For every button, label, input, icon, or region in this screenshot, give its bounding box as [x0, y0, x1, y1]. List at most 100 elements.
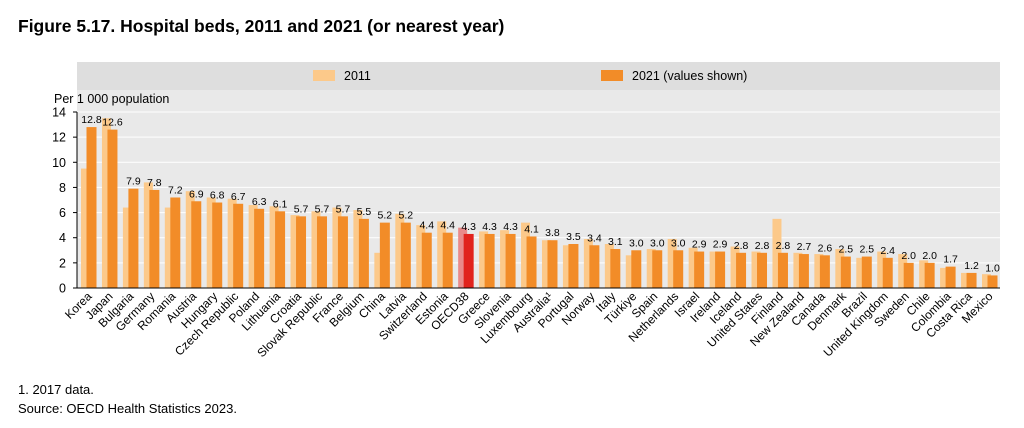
data-label: 5.7 — [336, 203, 351, 215]
bar-2021 — [673, 250, 684, 288]
bar-2021 — [191, 201, 202, 288]
data-label: 4.3 — [482, 221, 497, 233]
data-label: 7.2 — [168, 184, 183, 196]
data-label: 3.0 — [650, 237, 665, 249]
data-label: 6.7 — [231, 191, 246, 203]
bar-2011 — [835, 249, 845, 288]
data-label: 3.4 — [587, 232, 602, 244]
y-axis-label: Per 1 000 population — [54, 92, 169, 106]
legend-label-1: 2021 (values shown) — [632, 69, 747, 83]
data-label: 5.2 — [378, 210, 393, 222]
y-tick-label: 12 — [52, 131, 66, 145]
bar-2021 — [296, 216, 307, 288]
data-label: 12.8 — [81, 114, 102, 126]
bar-2021 — [358, 218, 369, 288]
data-label: 1.0 — [985, 262, 1000, 274]
bar-2011 — [604, 244, 614, 288]
bar-2011 — [541, 240, 551, 288]
bar-2011 — [877, 251, 887, 288]
bar-2011 — [437, 221, 447, 288]
bar-2011 — [122, 207, 132, 288]
data-label: 4.1 — [524, 223, 539, 235]
legend-swatch-0 — [313, 70, 335, 81]
bar-2021 — [463, 233, 474, 288]
bar-2021 — [86, 127, 97, 288]
data-label: 2.9 — [692, 239, 707, 251]
legend-swatch-1 — [601, 70, 623, 81]
bar-2011 — [583, 238, 593, 288]
bar-2011 — [311, 211, 321, 288]
data-label: 5.2 — [398, 210, 413, 222]
data-label: 5.5 — [357, 206, 372, 218]
bar-2011 — [646, 249, 656, 288]
bar-2011 — [206, 197, 216, 288]
bar-2011 — [751, 251, 761, 288]
data-label: 4.3 — [503, 221, 518, 233]
bars: 12.8 12.6 7.9 7.8 7.2 6.9 6.8 6.7 6.3 6.1 5.7 5.7 5.… — [81, 114, 1000, 289]
bar-2011 — [625, 255, 635, 288]
data-label: 4.4 — [419, 220, 434, 232]
y-tick-label: 6 — [59, 206, 66, 220]
bar-2011 — [772, 218, 782, 288]
data-label: 7.9 — [126, 176, 141, 188]
bar-2021 — [547, 240, 558, 288]
bar-2021 — [903, 262, 914, 288]
data-label: 2.8 — [755, 240, 770, 252]
bar-2021 — [987, 275, 998, 288]
data-label: 7.8 — [147, 177, 162, 189]
bar-2011 — [143, 182, 153, 288]
data-label: 2.0 — [922, 250, 937, 262]
bar-2011 — [961, 272, 971, 288]
bar-2011 — [709, 251, 719, 288]
footnote: 1. 2017 data. — [18, 382, 94, 397]
bar-2011 — [458, 227, 468, 288]
figure-title: Figure 5.17. Hospital beds, 2011 and 202… — [18, 16, 505, 36]
bar-2021 — [757, 252, 768, 288]
data-label: 2.5 — [839, 244, 854, 256]
y-tick-label: 4 — [59, 231, 66, 245]
bar-2011 — [688, 247, 698, 288]
bar-2021 — [631, 250, 642, 288]
bar-2021 — [966, 272, 977, 288]
bar-2011 — [101, 118, 111, 289]
bar-2021 — [107, 129, 118, 288]
bar-2021 — [861, 256, 872, 288]
bar-2011 — [332, 207, 342, 288]
bar-2021 — [379, 222, 390, 288]
bar-2011 — [416, 225, 426, 288]
bar-2021 — [736, 252, 747, 288]
bar-2021 — [128, 188, 139, 288]
data-label: 3.5 — [566, 231, 581, 243]
bar-2021 — [212, 202, 223, 288]
bar-2011 — [982, 274, 991, 288]
bar-2011 — [856, 257, 866, 288]
bar-2021 — [484, 233, 495, 288]
bar-2021 — [694, 251, 705, 288]
source-note: Source: OECD Health Statistics 2023. — [18, 401, 237, 416]
data-label: 2.8 — [734, 240, 749, 252]
y-tick-label: 0 — [59, 282, 66, 296]
bar-2011 — [353, 210, 363, 288]
legend-band — [77, 62, 1000, 90]
data-label: 3.0 — [629, 237, 644, 249]
bar-2011 — [395, 213, 405, 288]
bar-2011 — [269, 206, 279, 288]
bar-2021 — [819, 255, 830, 288]
data-label: 2.6 — [818, 242, 833, 254]
bar-2021 — [798, 254, 809, 288]
bar-2011 — [374, 252, 384, 288]
data-label: 4.4 — [440, 220, 455, 232]
data-label: 2.9 — [713, 239, 728, 251]
bar-2011 — [81, 168, 90, 288]
bar-2011 — [730, 246, 740, 288]
legend-label-0: 2011 — [344, 69, 371, 83]
bar-2011 — [521, 222, 531, 288]
legend: 2011 2021 (values shown) — [313, 69, 747, 83]
bar-2021 — [254, 208, 265, 288]
data-label: 4.3 — [461, 221, 476, 233]
bar-2021 — [337, 216, 348, 288]
bar-2011 — [164, 207, 174, 288]
data-label: 2.0 — [901, 250, 916, 262]
bar-2021 — [610, 249, 621, 288]
y-tick-label: 14 — [52, 106, 66, 120]
